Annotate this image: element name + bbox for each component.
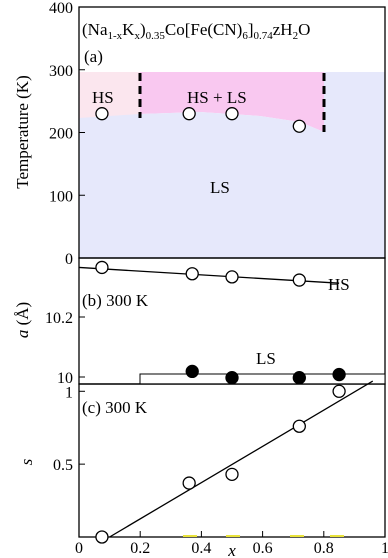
region-hs-ls bbox=[140, 72, 324, 132]
panel-b-points bbox=[95, 260, 346, 385]
panel-b-ls-point bbox=[225, 371, 239, 385]
panel-b-ls-point bbox=[185, 364, 199, 379]
series-ls-label: LS bbox=[256, 349, 276, 368]
panel-c-y-axis-label: s bbox=[17, 458, 36, 465]
panel-b-hs-point bbox=[292, 273, 306, 287]
panel-a-tick-label: 100 bbox=[49, 188, 73, 205]
panel-c-data-point bbox=[182, 476, 196, 490]
panel-a-y-ticks: 0 100 200 300 400 bbox=[49, 0, 85, 268]
region-ls bbox=[79, 72, 385, 258]
panel-a-tick-label: 0 bbox=[65, 251, 73, 268]
panel-b-hs-point bbox=[225, 270, 239, 284]
panel-b-hs-point bbox=[185, 267, 199, 281]
panel-b-ls-point bbox=[332, 367, 346, 382]
panel-a-tick-label: 400 bbox=[49, 0, 73, 17]
panel-a-data-point bbox=[95, 107, 109, 121]
panel-c-label: (c) 300 K bbox=[82, 398, 148, 417]
panel-a-points bbox=[95, 107, 306, 133]
panel-a-tick-label: 200 bbox=[49, 126, 73, 143]
panel-a-title: (Na1-xKx)0.35Co[Fe(CN)6]0.74zH2O bbox=[82, 20, 310, 42]
panel-b-ls-box bbox=[139, 373, 386, 385]
panel-a-data-point bbox=[292, 119, 306, 133]
panel-a: (Na1-xKx)0.35Co[Fe(CN)6]0.74zH2O (a) HS … bbox=[13, 0, 386, 268]
region-hsls-label: HS + LS bbox=[187, 88, 247, 107]
panel-b-tick-10: 10 bbox=[57, 370, 73, 387]
panel-c: (c) 300 K 0.51 0 0.2 0.4 0.6 0.8 1 s x bbox=[17, 380, 388, 558]
region-ls-label: LS bbox=[210, 178, 230, 197]
panel-c-y-ticks: 0.51 bbox=[53, 384, 85, 474]
panel-c-y-tick-label: 0.5 bbox=[53, 457, 73, 474]
panel-b-ls-point bbox=[292, 371, 306, 385]
panel-c-y-tick-label: 1 bbox=[65, 384, 73, 401]
panel-a-tick-label: 300 bbox=[49, 63, 73, 80]
region-hs-label: HS bbox=[92, 88, 114, 107]
x-tick-label: 1 bbox=[381, 540, 388, 557]
panel-c-data-point bbox=[332, 384, 346, 398]
x-tick-label: 0.4 bbox=[191, 540, 211, 557]
panel-a-y-axis-label: Temperature (K) bbox=[13, 75, 32, 189]
panel-c-data-point bbox=[225, 467, 239, 481]
panel-b-tick-10-2: 10.2 bbox=[45, 310, 73, 327]
region-hs bbox=[79, 72, 140, 118]
panel-c-data-point bbox=[292, 419, 306, 433]
panel-b: (b) 300 K HS LS 10.2 10 a (Å) bbox=[13, 257, 386, 387]
panel-b-y-axis-label: a (Å) bbox=[13, 302, 32, 338]
x-tick-label: 0.8 bbox=[314, 540, 334, 557]
panel-a-data-point bbox=[182, 107, 196, 121]
panel-c-fit-line bbox=[109, 380, 374, 538]
panel-c-data-point bbox=[95, 530, 109, 544]
panel-a-label: (a) bbox=[84, 47, 103, 66]
series-hs-label: HS bbox=[328, 275, 350, 294]
panel-c-points bbox=[95, 384, 346, 544]
x-tick-label: 0 bbox=[75, 540, 83, 557]
x-tick-label: 0.6 bbox=[253, 540, 273, 557]
panel-c-x-ticks: 0 0.2 0.4 0.6 0.8 1 bbox=[75, 531, 388, 557]
x-axis-label: x bbox=[227, 541, 236, 558]
panel-b-hs-point bbox=[95, 260, 109, 275]
panel-b-label: (b) 300 K bbox=[82, 291, 149, 310]
x-tick-label: 0.2 bbox=[130, 540, 150, 557]
panel-a-data-point bbox=[225, 107, 239, 121]
